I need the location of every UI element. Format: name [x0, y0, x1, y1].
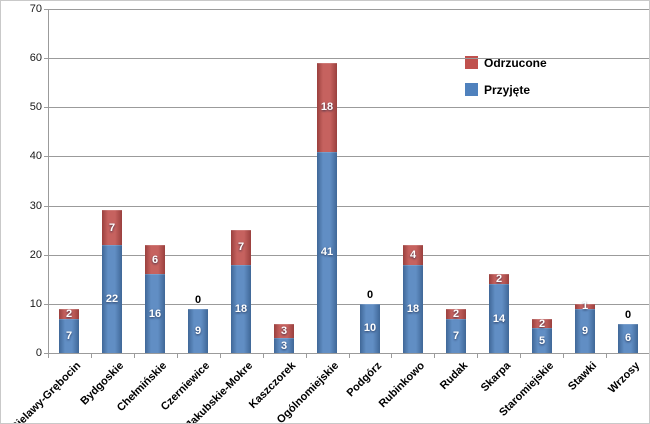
gridline-30 — [48, 205, 649, 207]
y-tick-mark-10 — [44, 303, 48, 305]
data-label-Przyjęte-8: 18 — [406, 303, 420, 315]
bar-segment-przyjete-5 — [274, 338, 294, 353]
x-tick-mark-9 — [434, 354, 435, 358]
y-tick-mark-30 — [44, 205, 48, 207]
y-axis-label-30: 30 — [29, 199, 42, 212]
bar-segment-przyjete-6 — [317, 151, 337, 353]
x-tick-mark-8 — [391, 354, 392, 358]
data-label-Odrzucone-6: 18 — [320, 101, 334, 113]
y-axis-line — [48, 9, 49, 353]
bar-segment-odrzucone-8 — [403, 244, 423, 265]
bar-segment-przyjete-4 — [231, 264, 251, 353]
y-axis-label-0: 0 — [35, 347, 42, 359]
x-tick-mark-0 — [48, 354, 49, 358]
bar-segment-odrzucone-0 — [59, 308, 79, 319]
y-axis-label-20: 20 — [29, 248, 42, 261]
x-tick-mark-10 — [477, 354, 478, 358]
bar-segment-przyjete-13 — [618, 323, 638, 353]
gridline-20 — [48, 254, 649, 256]
bar-segment-odrzucone-9 — [446, 308, 466, 319]
legend-item-odrzucone: Odrzucone — [465, 53, 547, 72]
bar-segment-odrzucone-5 — [274, 323, 294, 339]
bar-segment-przyjete-12 — [575, 308, 595, 353]
data-label-Przyjęte-13: 6 — [624, 332, 632, 344]
bar-segment-odrzucone-4 — [231, 230, 251, 265]
bar-segment-przyjete-7 — [360, 303, 380, 353]
legend-label-przyjete: Przyjęte — [484, 82, 531, 97]
gridline-10 — [48, 303, 649, 305]
x-tick-mark-7 — [349, 354, 350, 358]
bar-segment-odrzucone-10 — [489, 274, 509, 285]
legend-swatch-przyjete — [465, 83, 478, 96]
data-label-Przyjęte-4: 18 — [234, 303, 248, 315]
x-tick-mark-13 — [606, 354, 607, 358]
bar-segment-przyjete-3 — [188, 308, 208, 353]
y-axis-label-10: 10 — [29, 297, 42, 310]
bar-segment-odrzucone-1 — [102, 210, 122, 245]
x-tick-mark-11 — [520, 354, 521, 358]
data-label-Odrzucone-11: 2 — [538, 318, 546, 330]
data-label-Odrzucone-1: 7 — [108, 222, 116, 234]
bar-segment-przyjete-9 — [446, 318, 466, 353]
data-label-Odrzucone-0: 2 — [65, 308, 73, 320]
bar-segment-odrzucone-6 — [317, 63, 337, 152]
data-label-Odrzucone-12: 1 — [581, 300, 589, 312]
gridline-60 — [48, 58, 649, 60]
bar-segment-odrzucone-11 — [532, 318, 552, 329]
data-label-Przyjęte-0: 7 — [65, 330, 73, 342]
y-tick-mark-20 — [44, 254, 48, 256]
bar-segment-przyjete-10 — [489, 284, 509, 353]
data-label-Przyjęte-11: 5 — [538, 335, 546, 347]
data-label-Przyjęte-1: 22 — [105, 293, 119, 305]
bar-segment-przyjete-0 — [59, 318, 79, 353]
data-label-Przyjęte-5: 3 — [280, 340, 288, 352]
gridline-50 — [48, 107, 649, 109]
data-label-Przyjęte-3: 9 — [194, 325, 202, 337]
y-tick-mark-60 — [44, 58, 48, 60]
bar-segment-przyjete-11 — [532, 328, 552, 353]
data-label-Przyjęte-9: 7 — [452, 330, 460, 342]
data-label-zero-Odrzucone-3: 0 — [194, 294, 202, 306]
data-label-Odrzucone-10: 2 — [495, 273, 503, 285]
x-tick-mark-12 — [563, 354, 564, 358]
legend: Odrzucone Przyjęte — [465, 53, 547, 107]
bar-segment-przyjete-8 — [403, 264, 423, 353]
legend-swatch-odrzucone — [465, 56, 478, 69]
data-label-Przyjęte-10: 14 — [492, 313, 506, 325]
x-tick-mark-4 — [220, 354, 221, 358]
y-tick-mark-0 — [44, 353, 48, 354]
bar-segment-przyjete-1 — [102, 244, 122, 353]
gridline-70 — [48, 9, 649, 10]
legend-item-przyjete: Przyjęte — [465, 80, 547, 99]
x-tick-mark-5 — [263, 354, 264, 358]
y-tick-mark-40 — [44, 156, 48, 158]
data-label-Odrzucone-2: 6 — [151, 254, 159, 266]
data-label-Przyjęte-12: 9 — [581, 325, 589, 337]
data-label-Przyjęte-7: 10 — [363, 322, 377, 334]
data-label-zero-Odrzucone-7: 0 — [366, 289, 374, 301]
y-axis-label-60: 60 — [29, 52, 42, 65]
data-label-Odrzucone-4: 7 — [237, 241, 245, 253]
bar-segment-przyjete-2 — [145, 274, 165, 353]
data-label-Przyjęte-2: 16 — [148, 308, 162, 320]
gridline-0 — [48, 353, 649, 354]
x-tick-mark-1 — [91, 354, 92, 358]
data-label-Odrzucone-5: 3 — [280, 325, 288, 337]
y-axis-label-70: 70 — [29, 3, 42, 15]
data-label-zero-Odrzucone-13: 0 — [624, 309, 632, 321]
x-tick-mark-2 — [134, 354, 135, 358]
y-tick-mark-50 — [44, 107, 48, 109]
x-tick-mark-3 — [177, 354, 178, 358]
data-label-Odrzucone-8: 4 — [409, 249, 417, 261]
y-tick-mark-70 — [44, 9, 48, 10]
y-axis-label-50: 50 — [29, 101, 42, 114]
bar-segment-odrzucone-12 — [575, 303, 595, 309]
bar-segment-odrzucone-2 — [145, 244, 165, 275]
data-label-Odrzucone-9: 2 — [452, 308, 460, 320]
x-tick-mark-6 — [306, 354, 307, 358]
data-label-Przyjęte-6: 41 — [320, 246, 334, 258]
y-axis-label-40: 40 — [29, 150, 42, 163]
gridline-40 — [48, 156, 649, 158]
